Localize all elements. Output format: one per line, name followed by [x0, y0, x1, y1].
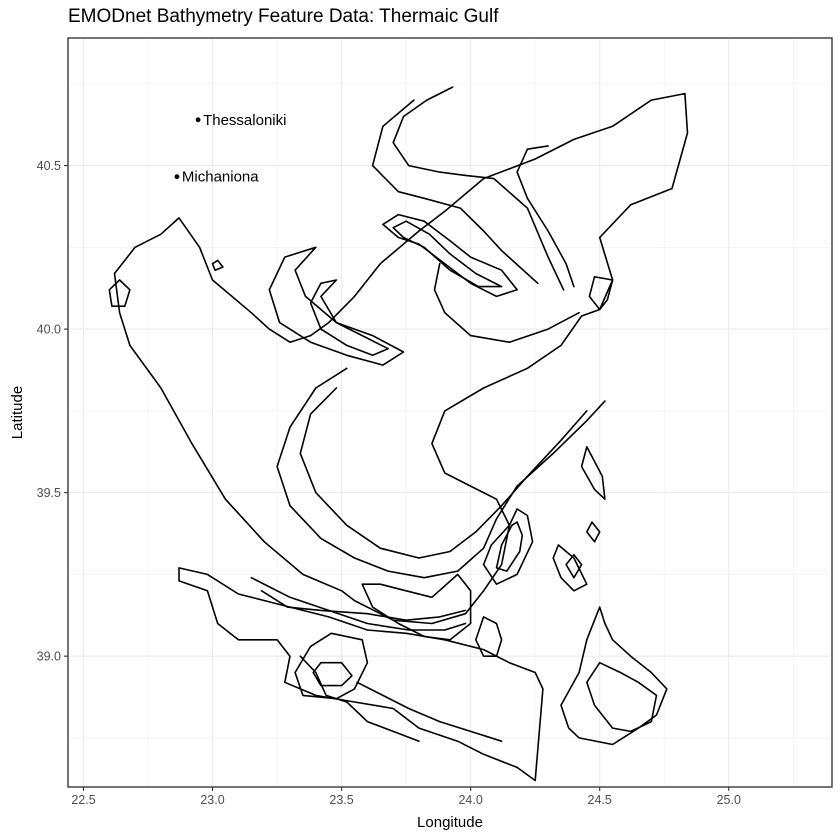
y-tick-label: 39.0 [37, 650, 61, 664]
cities-layer: Thessaloniki Michaniona [174, 112, 286, 186]
depth-contour-5 [433, 262, 580, 343]
x-tick-label: 24.5 [588, 793, 612, 807]
depth-contour-7 [392, 220, 503, 288]
city-label: Michaniona [182, 169, 259, 186]
y-tick-label: 39.5 [37, 486, 61, 500]
depth-contour-22 [495, 521, 524, 572]
grid-minor [68, 38, 832, 787]
depth-contour-16 [178, 567, 544, 782]
plot-panel [67, 37, 833, 788]
y-tick-label: 40.0 [37, 323, 61, 337]
plot-panel-border [67, 37, 833, 788]
city-label: Thessaloniki [203, 112, 286, 129]
depth-contour-24 [475, 616, 503, 657]
depth-contour-8 [268, 246, 405, 366]
depth-contour-15 [250, 576, 467, 631]
depth-contour-18 [312, 661, 353, 687]
y-axis-title: Latitude [9, 386, 26, 439]
depth-contour-2 [371, 99, 539, 285]
depth-contour-30 [276, 367, 606, 579]
depth-contour-3 [392, 86, 565, 291]
depth-contour-10 [108, 279, 131, 307]
city-point [195, 117, 201, 123]
city-point [174, 174, 180, 180]
y-tick-label: 40.5 [37, 159, 61, 173]
x-tick-label: 23.0 [200, 793, 224, 807]
y-axis-ticks: 39.0 39.5 40.0 40.5 [37, 159, 68, 664]
depth-contour-23 [361, 573, 472, 641]
x-tick-label: 22.5 [71, 793, 95, 807]
x-tick-label: 24.0 [458, 793, 482, 807]
x-tick-label: 25.0 [717, 793, 741, 807]
depth-contour-19 [299, 655, 420, 742]
depth-contour-27 [586, 521, 601, 543]
contours-layer [108, 86, 689, 782]
depth-contour-26 [565, 554, 583, 579]
depth-contour-21 [482, 508, 534, 585]
x-tick-label: 23.5 [329, 793, 353, 807]
x-axis-ticks: 22.5 23.0 23.5 24.0 24.5 25.0 [71, 787, 741, 807]
depth-contour-25 [552, 544, 588, 592]
depth-contour-1 [113, 92, 689, 625]
depth-contour-4 [516, 145, 575, 288]
depth-contour-20 [356, 681, 503, 742]
depth-contour-13 [580, 446, 606, 500]
depth-contour-12 [588, 276, 614, 311]
chart-title: EMODnet Bathymetry Feature Data: Thermai… [68, 6, 499, 27]
depth-contour-31 [299, 387, 588, 559]
depth-contour-9 [309, 279, 389, 357]
x-axis-title: Longitude [417, 814, 483, 831]
depth-contour-11 [211, 259, 224, 271]
depth-contour-29 [586, 661, 658, 733]
